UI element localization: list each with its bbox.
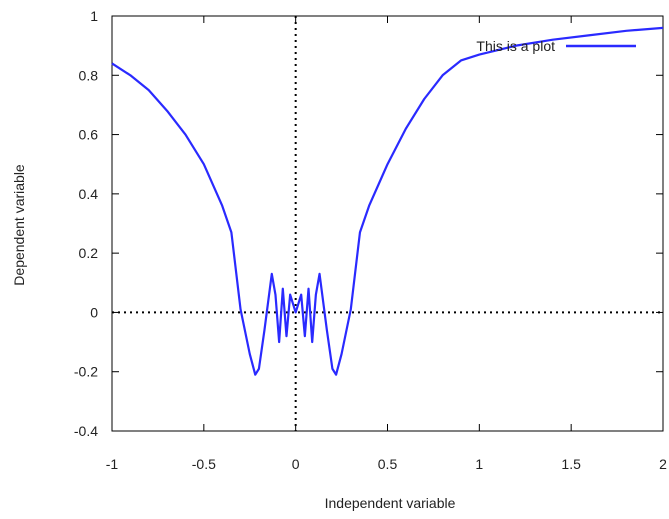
plot-area [111,15,664,432]
y-tick-label: 0.6 [79,127,99,143]
y-tick-label: 0.8 [79,67,99,83]
legend-label: This is a plot [476,38,555,54]
y-tick-label: 0.2 [79,245,99,261]
y-tick-label: -0.2 [74,364,98,380]
y-tick-label: 0.4 [79,186,99,202]
x-axis-label: Independent variable [325,495,456,511]
x-tick-label: 2 [659,456,667,472]
y-axis: -0.4 -0.2 0 0.2 0.4 0.6 0.8 1 [74,8,663,439]
x-tick-label: 1.5 [561,456,581,472]
x-tick-label: 0 [292,456,300,472]
y-tick-label: -0.4 [74,423,98,439]
x-axis: -1 -0.5 0 0.5 1 1.5 2 [106,16,667,472]
x-tick-label: 1 [475,456,483,472]
x-tick-label: 0.5 [378,456,398,472]
y-axis-label: Dependent variable [11,164,27,286]
x-tick-label: -0.5 [192,456,216,472]
y-tick-label: 1 [90,8,98,24]
x-tick-label: -1 [106,456,119,472]
legend: This is a plot [476,38,636,54]
series-line [111,26,664,376]
plot-frame [111,15,664,432]
y-tick-label: 0 [90,304,98,320]
